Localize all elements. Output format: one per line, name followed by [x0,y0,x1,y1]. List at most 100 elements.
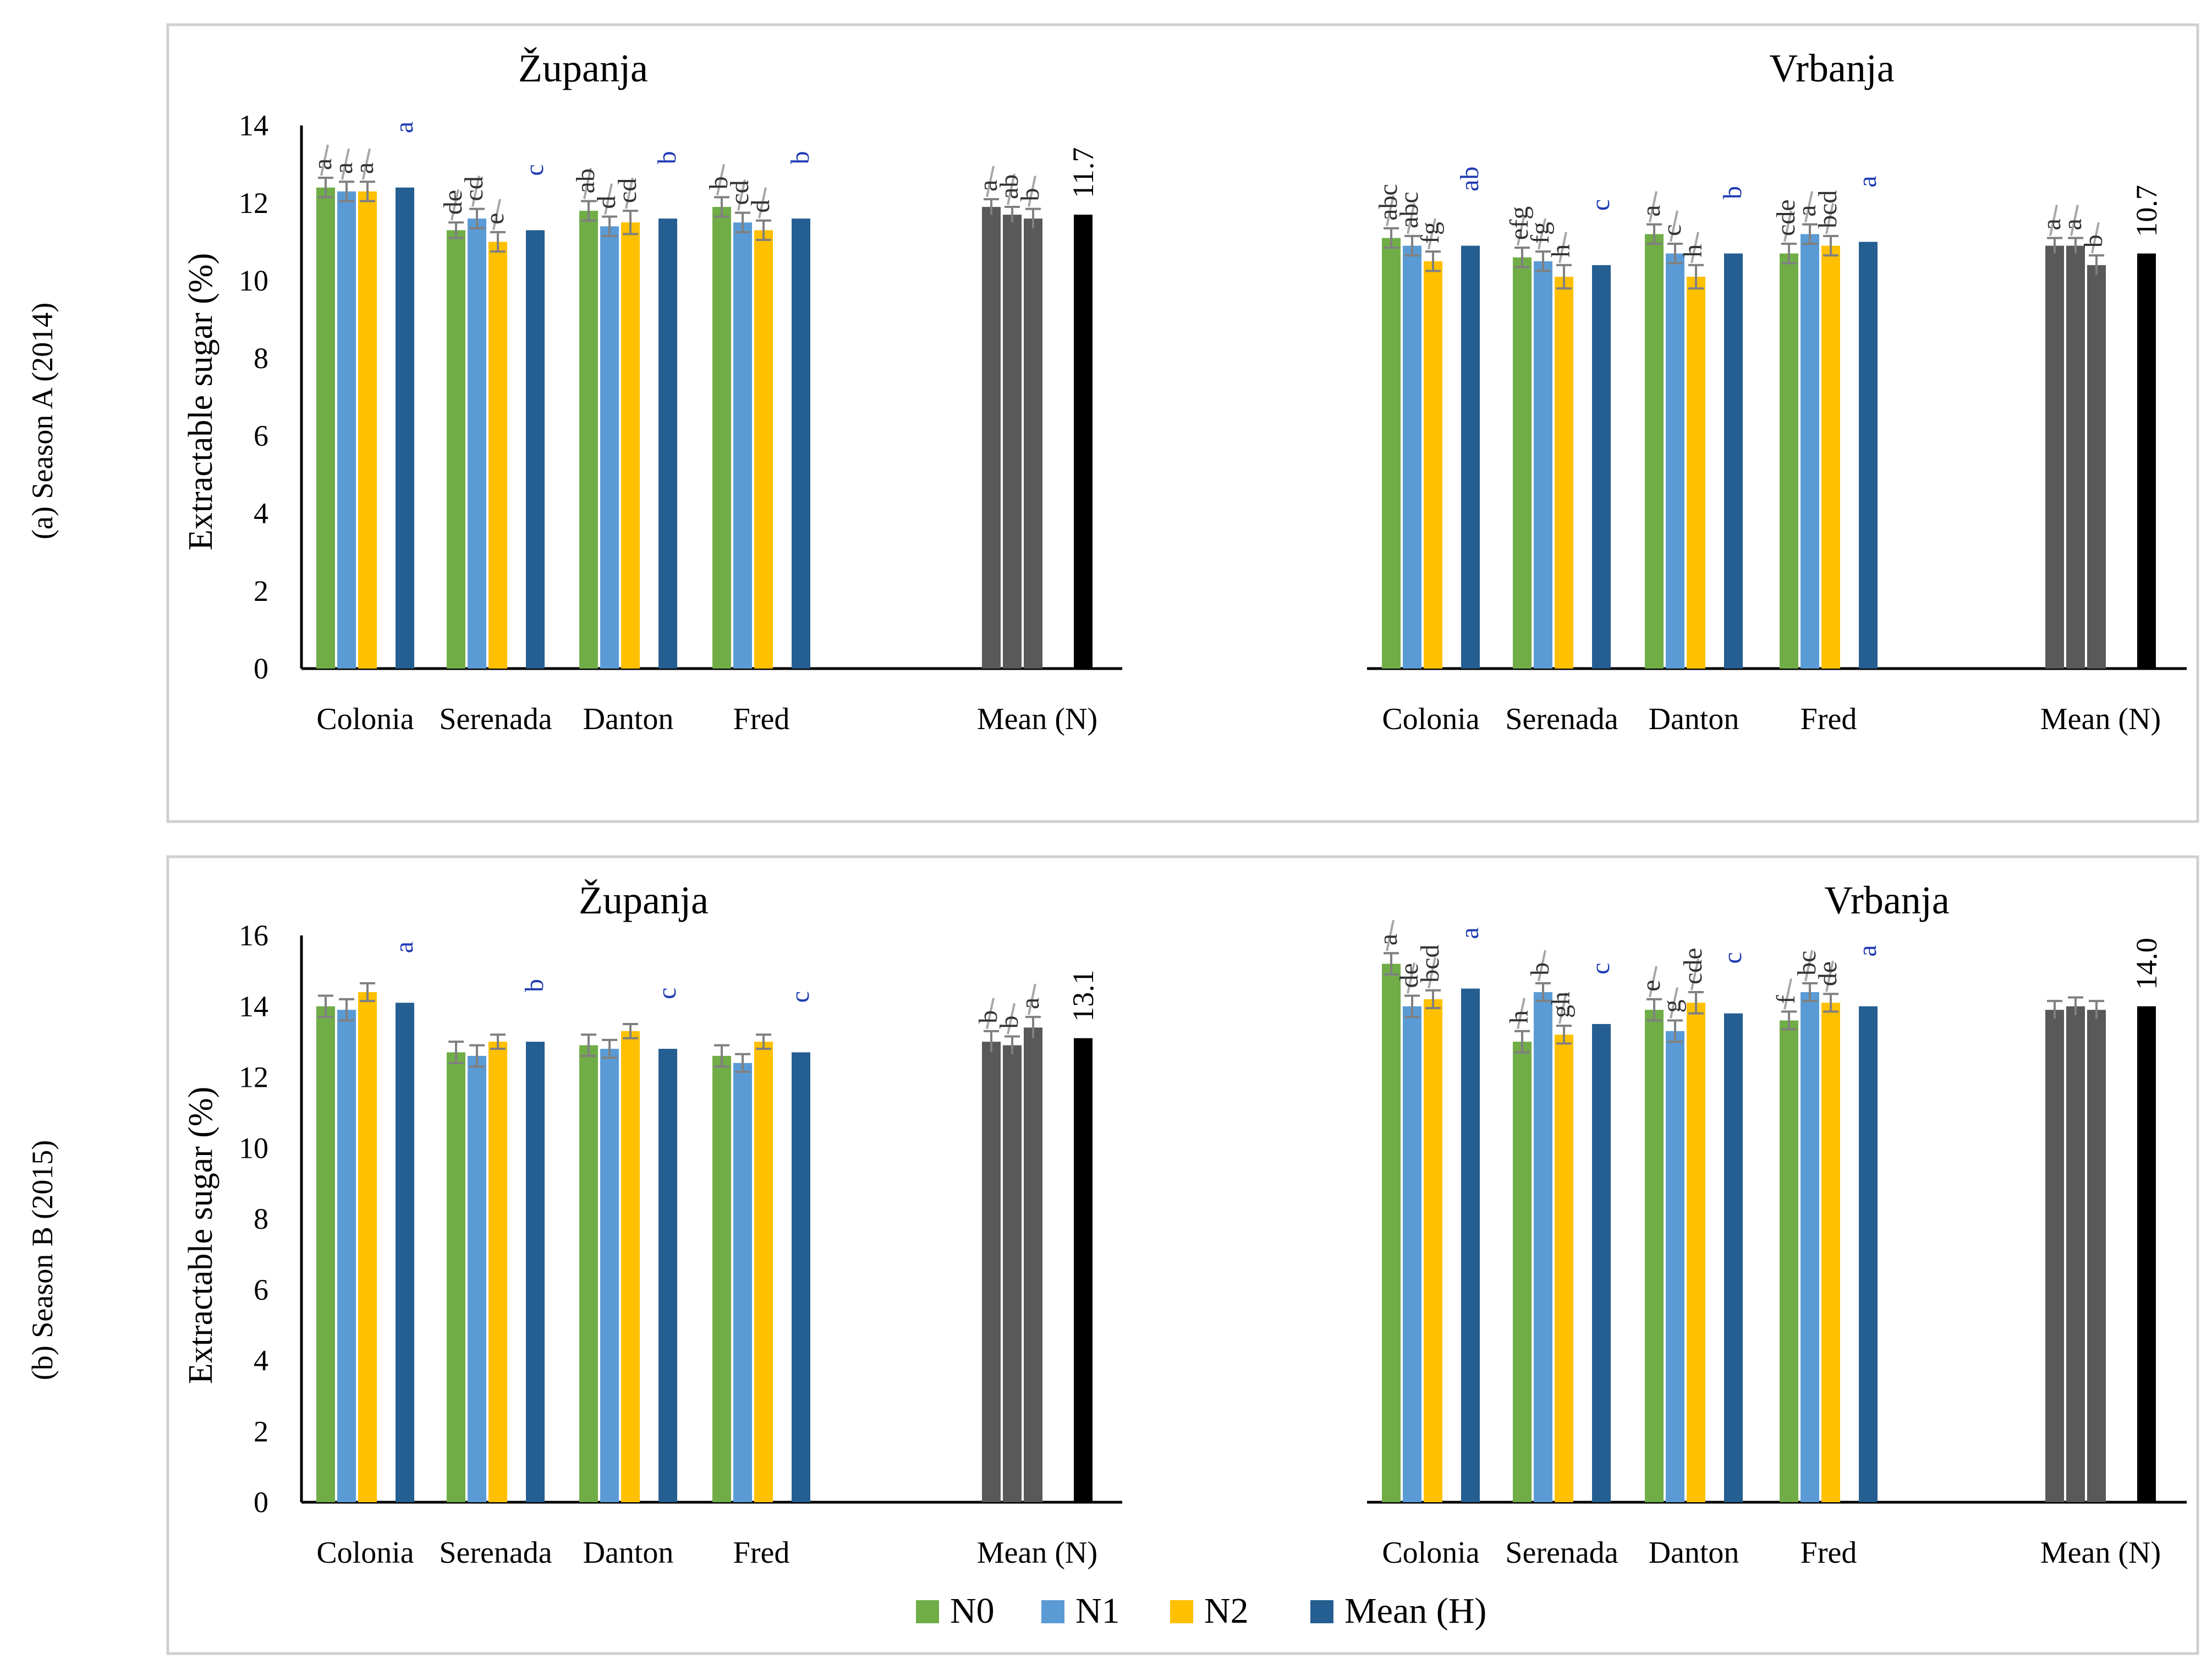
bar-n2 [358,992,377,1502]
bar-n0 [1645,1010,1664,1502]
y-tick-label: 4 [254,1344,268,1377]
bar-n0 [1513,257,1532,669]
label-leader [1690,959,1699,990]
label-leader [625,177,634,209]
label-leader [1825,960,1834,992]
category-label: Danton [583,702,674,736]
category-label: Mean (N) [977,1536,1097,1570]
mean-h-letter: c [520,164,549,176]
legend: N0 N1 N2 Mean (H) [916,1591,1486,1631]
category-label: Serenada [439,702,552,736]
significance-letter: a [974,180,1003,191]
label-leader [1649,966,1657,998]
category-label: Serenada [439,1536,552,1570]
mean-h-letter: c [786,991,815,1003]
bar-mean-n [2045,245,2064,669]
bar-mean-n [1024,1027,1042,1502]
y-tick-label: 0 [254,652,268,685]
bar-n0 [316,1006,335,1502]
significance-letter: bcd [1813,190,1842,228]
bar-n1 [733,222,752,669]
bar-n0 [1382,238,1401,669]
significance-letter: a [308,158,337,170]
bar-n1 [337,1010,356,1502]
label-leader [1428,218,1436,250]
bar-mean-h [792,218,810,669]
bar-mean-n-total [1074,215,1093,669]
significance-letter: d [746,200,775,213]
mean-h-letter: c [652,988,682,999]
significance-letter: b [2079,234,2108,248]
significance-letter: h [1546,244,1576,258]
label-leader [1804,950,1813,982]
significance-letter: a [329,162,358,174]
legend-swatch-n1 [1041,1600,1064,1623]
bar-n0 [579,211,598,669]
label-leader [320,144,329,176]
label-leader [1517,214,1525,246]
significance-letter: bc [1792,951,1821,976]
y-tick-label: 2 [254,574,268,607]
label-leader [758,187,767,219]
bar-mean-n [982,1042,1001,1502]
panel-b-title-vrbanja: Vrbanja [1824,878,1950,922]
label-leader [1690,232,1699,264]
label-leader [2091,222,2100,254]
bar-mean-n [2087,265,2106,669]
significance-letter: abc [1395,191,1424,228]
bar-mean-h [1461,245,1480,669]
bar-mean-n [2087,1010,2106,1502]
significance-letter: d [592,196,621,209]
bar-n2 [1687,276,1705,669]
significance-letter: a [1637,205,1666,216]
significance-letter: ab [995,174,1024,199]
panel-b-plot: 0 2 4 6 8 10 12 14 16 a Colonia b Serenada c Danton c Fr… [239,919,2187,1570]
y-tick-label: 2 [254,1415,268,1448]
bar-n2 [1687,1003,1705,1502]
significance-letter: gh [1546,992,1576,1018]
legend-swatch-n2 [1170,1600,1193,1623]
mean-h-letter: ab [1455,167,1484,191]
bar-n2 [621,222,640,669]
significance-letter: e [480,213,509,225]
significance-letter: ab [571,168,600,193]
panel-b-title-zupanja: Županja [579,878,709,922]
bar-n1 [1801,234,1819,669]
bar-n0 [1382,964,1401,1502]
bar-n0 [447,1052,465,1502]
y-tick-label: 0 [254,1486,268,1519]
bar-mean-h [1859,1006,1878,1502]
category-label: Fred [733,1536,790,1570]
bar-mean-n [1003,215,1022,669]
significance-letter: a [1016,998,1045,1009]
category-label: Colonia [1382,702,1479,736]
significance-letter: b [1525,962,1555,976]
bar-mean-h [526,1042,545,1502]
bar-n2 [1424,261,1442,669]
bar-n0 [1780,1020,1798,1502]
label-leader [604,183,613,215]
label-leader [1028,983,1036,1015]
category-label: Danton [1649,1536,1739,1570]
legend-swatch-n0 [916,1600,939,1623]
mean-n-total-label: 14.0 [2130,938,2163,990]
category-label: Colonia [316,702,414,736]
bar-n0 [1645,234,1664,669]
label-leader [1825,202,1834,234]
y-tick-label: 8 [254,342,268,375]
bar-n1 [600,226,619,669]
y-tick-label: 14 [239,109,268,142]
category-label: Fred [1801,1536,1857,1570]
y-tick-label: 10 [239,1131,268,1164]
label-leader [2049,205,2058,236]
significance-letter: cd [725,180,754,205]
significance-letter: cd [459,176,488,201]
significance-letter: de [1813,961,1842,986]
panel-a-ylabel: Extractable sugar (%) [182,253,219,551]
mean-n-total-label: 13.1 [1067,970,1100,1022]
label-leader [1783,210,1792,242]
mean-h-letter: c [1586,963,1615,975]
legend-label: Mean (H) [1344,1591,1486,1631]
category-label: Fred [733,702,790,736]
mean-h-letter: c [1586,199,1615,211]
